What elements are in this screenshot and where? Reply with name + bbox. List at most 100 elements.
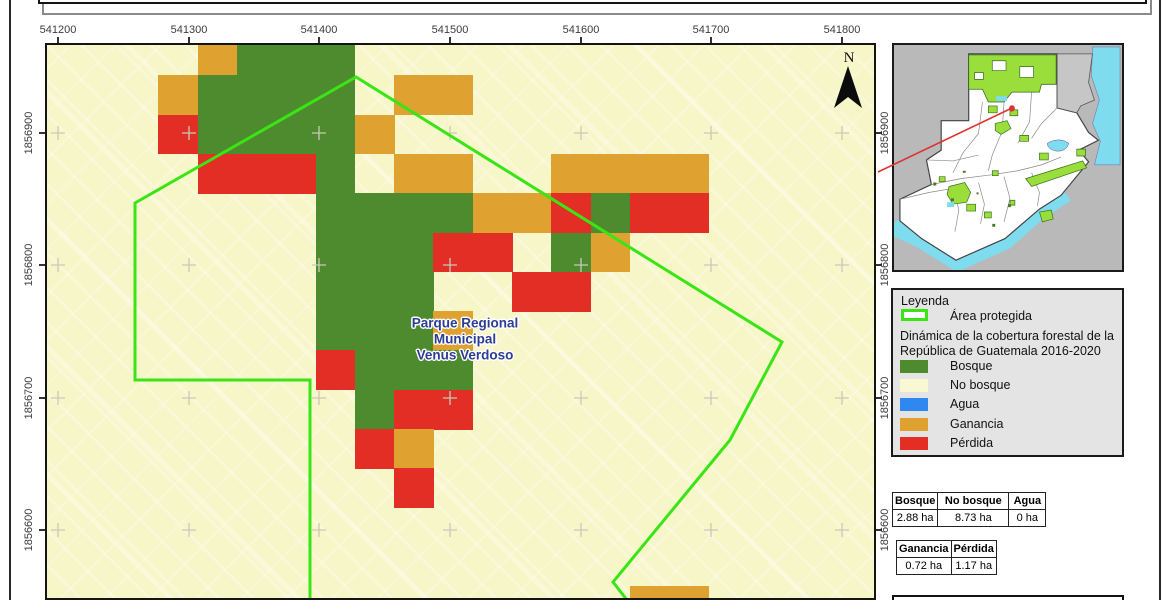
raster-cell (433, 389, 474, 430)
raster-cell (236, 153, 277, 194)
inset-location-dot (1009, 106, 1015, 112)
legend-swatch-ganancia (900, 417, 928, 431)
top-axis-label: 541800 (823, 24, 861, 36)
table-header-cell: Agua (1008, 492, 1047, 510)
raster-cell (433, 75, 474, 116)
right-axis-tick (876, 397, 882, 399)
raster-cell (512, 271, 552, 312)
raster-cell (197, 75, 238, 116)
footer-panel-stub (892, 595, 1124, 600)
raster-cell (315, 350, 356, 391)
inset-map-shape (947, 202, 954, 208)
legend-swatch-agua (900, 398, 928, 412)
raster-cell (394, 429, 434, 469)
raster-cell (394, 153, 434, 194)
legend-title: Leyenda (901, 294, 949, 308)
table-header-cell: Bosque (891, 492, 939, 510)
raster-cell (394, 75, 434, 116)
inset-map-shape (1009, 199, 1016, 206)
top-axis-label: 541700 (692, 24, 730, 36)
top-axis-tick (710, 37, 712, 43)
protected-area-swatch (901, 309, 928, 321)
legend-label-agua: Agua (950, 397, 980, 412)
raster-cell (394, 193, 434, 234)
north-arrow-letter: N (844, 50, 855, 66)
left-axis-label: 1856800 (23, 243, 35, 287)
change-stats-table: Ganancia Pérdida 0.72 ha 1.17 ha (896, 540, 997, 575)
raster-cell (394, 271, 434, 312)
raster-cell (629, 153, 670, 194)
raster-cell (354, 232, 395, 273)
raster-cell (433, 153, 474, 194)
left-axis-tick (39, 264, 45, 266)
inset-map-svg (894, 46, 1121, 270)
raster-cell (315, 193, 356, 234)
raster-cell (276, 153, 317, 194)
raster-cell (629, 193, 670, 234)
raster-cell (354, 193, 395, 234)
inset-map-shape (996, 96, 1008, 102)
raster-cell (315, 232, 356, 273)
raster-cell (276, 114, 317, 155)
title-box (38, 0, 1147, 4)
left-axis-tick (39, 132, 45, 134)
inset-map-shape (968, 54, 1057, 103)
legend-swatch-perdida (900, 436, 928, 450)
legend-swatch-bosque (900, 360, 928, 373)
raster-cell (669, 586, 710, 598)
raster-cell (472, 232, 513, 273)
inset-map-shape (1038, 209, 1054, 223)
raster-cell (590, 153, 631, 194)
protected-area-label-line: Parque Regional (411, 315, 519, 331)
table-value-cell: 0.72 ha (896, 557, 952, 575)
inset-map-shape (938, 176, 946, 182)
raster-cell (472, 193, 513, 234)
raster-cell (236, 45, 277, 76)
left-axis-label: 1856600 (23, 508, 35, 552)
table-value-cell: 2.88 ha (891, 509, 939, 527)
raster-cells-layer (47, 45, 874, 598)
raster-cell (158, 75, 199, 116)
inset-map-shape (966, 203, 976, 212)
top-axis-tick (318, 37, 320, 43)
raster-cell (669, 193, 710, 234)
legend-subtitle: Dinámica de la cobertura forestal de la … (900, 329, 1115, 358)
raster-cell (354, 389, 395, 430)
raster-cell (354, 350, 395, 391)
raster-cell (590, 232, 631, 273)
left-axis-tick (39, 529, 45, 531)
raster-cell (315, 311, 356, 351)
raster-cell (315, 45, 356, 76)
top-axis-tick (580, 37, 582, 43)
raster-cell (551, 193, 592, 234)
right-axis-tick (876, 132, 882, 134)
right-axis-tick (876, 529, 882, 531)
inset-map-shape (1019, 135, 1029, 142)
raster-cell (354, 429, 395, 469)
protected-area-legend-label: Área protegida (950, 309, 1033, 323)
right-axis-tick (876, 264, 882, 266)
page-border-right (1159, 0, 1161, 600)
main-map: Parque Regional Municipal Venus Verdoso N (45, 43, 876, 600)
top-axis-label: 541400 (300, 24, 338, 36)
inset-locator-map (892, 43, 1124, 272)
legend-label-ganancia: Ganancia (950, 416, 1004, 431)
raster-cell (551, 153, 592, 194)
raster-cell (433, 311, 474, 351)
raster-cell (551, 271, 592, 312)
protected-area-label-line: Venus Verdoso (416, 348, 514, 364)
inset-map-shape (1056, 53, 1095, 114)
table-value-cell: 8.73 ha (937, 509, 1010, 527)
protected-area-label: Parque Regional Municipal Venus Verdoso (412, 316, 519, 365)
inset-map-shape (894, 192, 1071, 270)
raster-cell (669, 153, 710, 194)
top-axis-label: 541600 (562, 24, 600, 36)
raster-cell (315, 153, 356, 194)
legend-panel: Leyenda Área protegida Dinámica de la co… (891, 288, 1124, 457)
raster-cell (158, 114, 199, 155)
raster-cell (433, 232, 474, 273)
inset-map-shape (974, 72, 984, 80)
table-row: 0.72 ha 1.17 ha (896, 557, 997, 575)
table-value-cell: 0 ha (1008, 509, 1047, 527)
